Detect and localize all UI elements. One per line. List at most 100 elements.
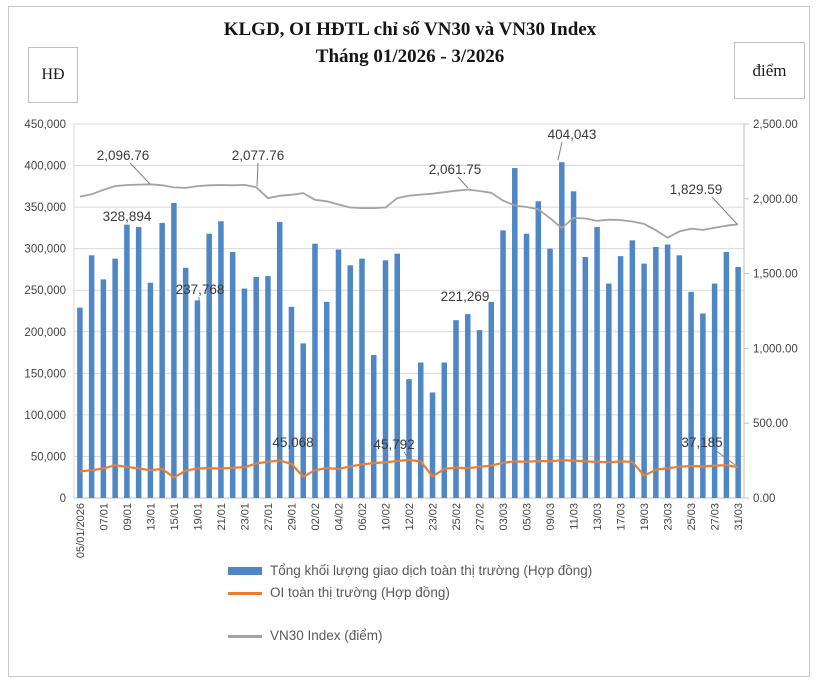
volume-bar bbox=[323, 301, 330, 498]
oi-line-swatch-icon bbox=[228, 592, 262, 595]
right-axis-tick-label: 2,000.00 bbox=[753, 194, 798, 206]
x-axis-tick-label: 11/03 bbox=[569, 503, 581, 530]
x-axis-tick-label: 12/02 bbox=[404, 503, 416, 531]
volume-bar bbox=[382, 260, 389, 498]
volume-bar bbox=[512, 168, 518, 498]
volume-bar bbox=[606, 283, 612, 498]
volume-bar bbox=[206, 233, 212, 498]
right-axis-tick-label: 1,500.00 bbox=[753, 269, 798, 281]
volume-bar bbox=[218, 221, 224, 499]
volume-bar bbox=[559, 162, 565, 498]
x-axis-tick-label: 23/03 bbox=[663, 503, 675, 531]
volume-bar bbox=[664, 244, 671, 498]
vn30-line-swatch-icon bbox=[228, 635, 262, 638]
x-axis-tick-label: 10/02 bbox=[380, 503, 392, 531]
x-axis-tick-label: 03/03 bbox=[498, 503, 510, 531]
volume-bar bbox=[159, 222, 165, 498]
volume-bar bbox=[723, 251, 730, 498]
volume-bar bbox=[135, 227, 142, 498]
legend-label-oi: OI toàn thị trường (Hợp đồng) bbox=[270, 585, 450, 600]
left-axis-unit-box: HĐ bbox=[28, 47, 78, 103]
volume-bar bbox=[535, 201, 542, 498]
data-label: 2,061.75 bbox=[429, 162, 482, 177]
volume-bar bbox=[641, 263, 647, 498]
volume-bar bbox=[465, 314, 471, 498]
chart-title-line2: Tháng 01/2026 - 3/2026 bbox=[315, 46, 505, 67]
volume-bar bbox=[312, 243, 318, 498]
data-label-leader-line bbox=[129, 162, 151, 185]
x-axis-tick-label: 05/03 bbox=[522, 503, 534, 531]
volume-bar bbox=[676, 255, 683, 498]
chart-title: KLGD, OI HĐTL chỉ số VN30 và VN30 Index … bbox=[0, 16, 820, 70]
right-axis-tick-label: 500.00 bbox=[753, 418, 788, 430]
data-label-leader-line bbox=[403, 451, 410, 460]
data-label: 2,077.76 bbox=[232, 148, 285, 163]
data-label-leader-line bbox=[714, 449, 736, 466]
x-axis-tick-label: 23/02 bbox=[428, 503, 440, 531]
left-axis-tick-label: 300,000 bbox=[24, 244, 66, 256]
data-label: 37,185 bbox=[681, 435, 722, 450]
volume-bar-swatch-icon bbox=[228, 567, 262, 575]
volume-bar bbox=[700, 313, 706, 498]
left-axis-tick-label: 400,000 bbox=[24, 161, 66, 173]
volume-bar bbox=[476, 330, 483, 498]
x-axis-tick-label: 21/01 bbox=[216, 503, 228, 531]
x-axis-tick-label: 23/01 bbox=[239, 503, 251, 531]
oi-line bbox=[79, 458, 739, 479]
x-axis-tick-label: 13/01 bbox=[145, 503, 157, 531]
left-axis-tick-label: 0 bbox=[60, 493, 66, 505]
volume-bar bbox=[335, 249, 342, 498]
volume-bar bbox=[617, 256, 624, 498]
volume-bar bbox=[429, 392, 436, 498]
volume-bar bbox=[288, 306, 295, 498]
volume-bar bbox=[453, 320, 459, 498]
volume-bar bbox=[488, 301, 495, 498]
x-axis-tick-label: 31/03 bbox=[733, 503, 745, 531]
volume-bar bbox=[547, 248, 553, 498]
x-axis-tick-label: 09/03 bbox=[545, 503, 557, 531]
data-label: 404,043 bbox=[548, 127, 597, 142]
volume-bar bbox=[441, 362, 448, 498]
left-axis-tick-label: 250,000 bbox=[24, 285, 66, 297]
x-axis-tick-label: 09/01 bbox=[122, 503, 134, 531]
chart-legend: Tổng khối lượng giao dịch toàn thị trườn… bbox=[228, 562, 628, 645]
right-axis-unit-box: điểm bbox=[734, 42, 805, 99]
right-axis-tick-label: 1,000.00 bbox=[753, 343, 798, 355]
x-axis-tick-label: 19/03 bbox=[639, 503, 651, 531]
volume-bar bbox=[88, 255, 95, 498]
x-axis-tick-label: 02/02 bbox=[310, 503, 322, 531]
volume-bar bbox=[194, 300, 201, 498]
x-axis-tick-label: 05/01/2026 bbox=[75, 503, 87, 558]
volume-bar bbox=[276, 222, 283, 498]
vn30-index-line bbox=[79, 183, 739, 239]
x-axis-tick-label: 17/03 bbox=[616, 503, 628, 531]
volume-bar bbox=[582, 256, 589, 498]
legend-label-vn30: VN30 Index (điểm) bbox=[270, 628, 383, 643]
data-label-leader-line bbox=[457, 176, 469, 189]
data-label: 2,096.76 bbox=[97, 148, 150, 163]
legend-item-oi: OI toàn thị trường (Hợp đồng) bbox=[228, 584, 628, 602]
legend-item-vn30: VN30 Index (điểm) bbox=[228, 627, 628, 645]
volume-bar bbox=[359, 258, 365, 498]
volume-bar bbox=[594, 227, 600, 498]
data-label: 237,768 bbox=[176, 282, 225, 297]
data-label: 328,894 bbox=[103, 209, 152, 224]
x-axis-tick-label: 13/03 bbox=[592, 503, 604, 531]
volume-bar bbox=[241, 288, 248, 498]
right-axis-tick-label: 0.00 bbox=[753, 493, 775, 505]
right-axis-tick-label: 2,500.00 bbox=[753, 119, 798, 131]
left-axis-tick-label: 200,000 bbox=[24, 327, 66, 339]
volume-bar bbox=[406, 379, 412, 498]
x-axis-tick-label: 25/02 bbox=[451, 503, 463, 531]
volume-bar bbox=[229, 251, 236, 498]
left-axis-tick-label: 100,000 bbox=[24, 410, 66, 422]
x-axis-tick-label: 27/01 bbox=[263, 503, 275, 531]
volume-bar bbox=[347, 265, 353, 498]
volume-bar bbox=[500, 230, 506, 499]
volume-bar bbox=[182, 267, 189, 498]
x-axis-tick-label: 27/03 bbox=[710, 503, 722, 531]
data-label: 45,068 bbox=[272, 435, 313, 450]
data-label: 1,829.59 bbox=[670, 182, 723, 197]
volume-bar bbox=[394, 253, 400, 498]
